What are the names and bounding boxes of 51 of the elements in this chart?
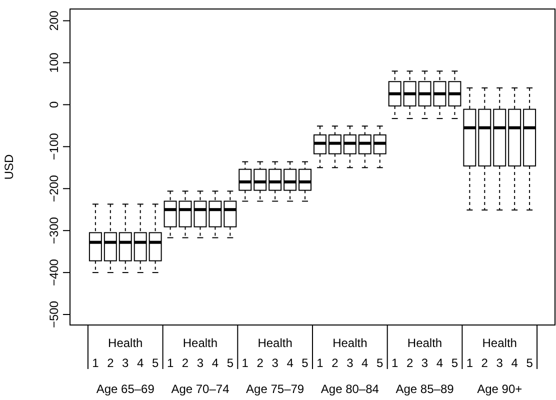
x-tick-label: 1 <box>466 356 474 370</box>
y-tick-label: 100 <box>47 52 61 73</box>
x-tick-label: 5 <box>526 356 534 370</box>
x-tick-label: 4 <box>137 356 144 370</box>
x-tick-label: 4 <box>286 356 294 370</box>
y-tick-label: −200 <box>47 174 61 202</box>
text: Health <box>482 336 517 350</box>
x-tick-label: 3 <box>421 356 428 370</box>
y-tick-label: −300 <box>47 216 61 244</box>
y-axis-title: USD <box>2 154 16 180</box>
x-tick-label: 5 <box>376 356 384 370</box>
x-tick-label: 3 <box>196 356 204 370</box>
x-tick-label: 3 <box>496 356 504 370</box>
text: Health <box>108 336 143 350</box>
x-tick-label: 3 <box>272 356 279 370</box>
x-tick-label: 4 <box>436 356 444 370</box>
y-tick-label: 200 <box>47 10 61 31</box>
x-tick-label: 2 <box>182 356 189 370</box>
x-tick-label: 2 <box>406 356 414 370</box>
text: Age 85–89 <box>396 382 454 396</box>
text: Age 65–69 <box>96 382 155 396</box>
x-tick-label: 1 <box>391 356 398 370</box>
x-tick-label: 5 <box>226 356 234 370</box>
x-tick-label: 2 <box>481 356 488 370</box>
x-tick-label: 3 <box>122 356 130 370</box>
x-tick-label: 4 <box>362 356 369 370</box>
text: Age 75–79 <box>246 382 304 396</box>
x-tick-label: 2 <box>332 356 339 370</box>
x-tick-label: 1 <box>316 356 324 370</box>
x-tick-label: 4 <box>212 356 219 370</box>
text: Health <box>407 336 442 350</box>
text: Age 80–84 <box>320 382 380 396</box>
x-tick-label: 1 <box>92 356 100 370</box>
x-tick-label: 4 <box>511 356 518 370</box>
x-tick-label: 5 <box>152 356 159 370</box>
text: Health <box>332 336 368 350</box>
x-tick-label: 1 <box>242 356 249 370</box>
y-tick-label: −100 <box>47 132 61 160</box>
x-tick-label: 1 <box>166 356 174 370</box>
y-tick-label: −400 <box>47 258 61 286</box>
text: Age 70–74 <box>171 382 230 396</box>
x-tick-label: 2 <box>107 356 114 370</box>
x-tick-label: 5 <box>451 356 458 370</box>
y-tick-label: 0 <box>47 101 61 108</box>
text: Health <box>258 336 292 350</box>
x-tick-label: 2 <box>256 356 264 370</box>
text: Age 90+ <box>477 382 522 396</box>
y-tick-label: −500 <box>47 300 61 328</box>
x-tick-label: 3 <box>346 356 354 370</box>
text: Health <box>182 336 218 350</box>
x-tick-label: 5 <box>302 356 309 370</box>
